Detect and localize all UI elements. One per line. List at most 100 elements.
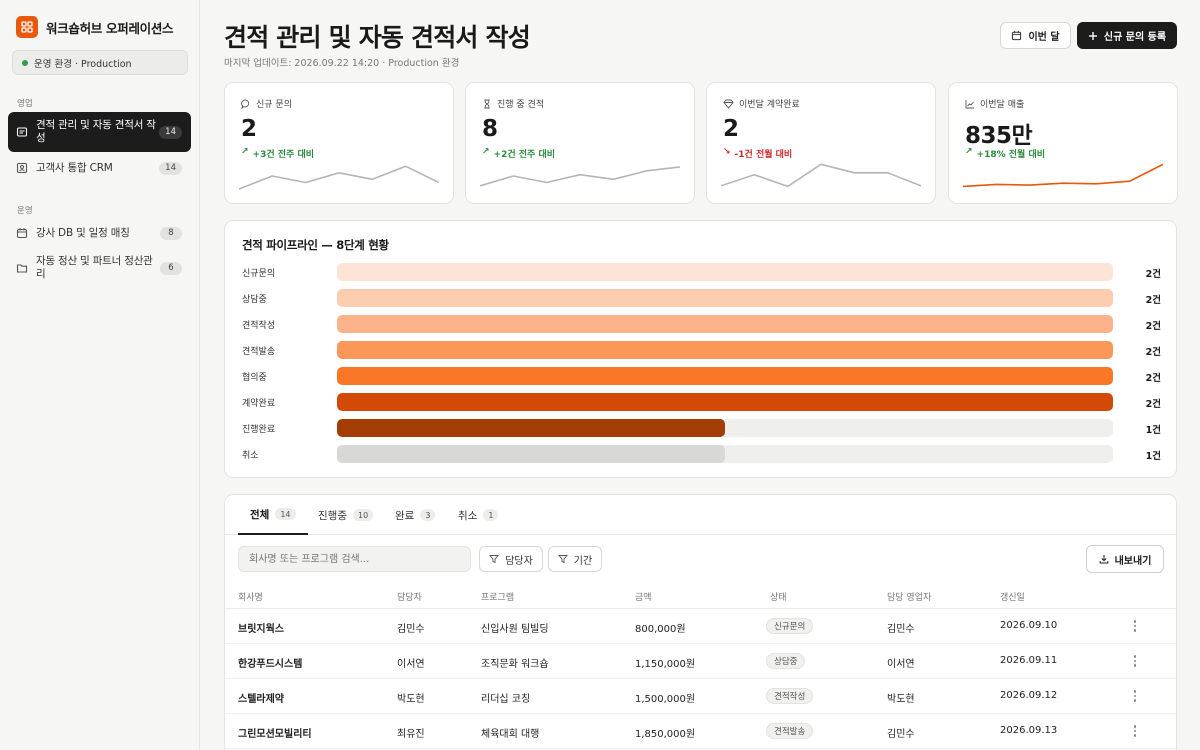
pipeline-stage-row[interactable]: 상담중 2건 <box>225 289 1178 307</box>
pipeline-stage-row[interactable]: 견적작성 2건 <box>225 315 1178 333</box>
column-header-company[interactable]: 회사명 <box>238 593 263 603</box>
stat-card-revenue-this-month[interactable]: 이번달 매출 835만 ↗ +18% 전월 대비 <box>948 82 1178 204</box>
table-row[interactable]: 스텔라제약 박도현 리더십 코칭 1,500,000원 박도현 2026.09.12 견적작… <box>225 679 1176 714</box>
environment-label: 운영 환경 · Production <box>34 58 132 70</box>
tab-all[interactable]: 전체 14 <box>238 495 308 535</box>
tab-count: 3 <box>420 509 436 521</box>
this-month-button[interactable]: 이번 달 <box>1000 22 1071 49</box>
this-month-label: 이번 달 <box>1028 32 1060 43</box>
pipeline-stage-row[interactable]: 견적발송 2건 <box>225 341 1178 359</box>
stat-card-contracts-this-month[interactable]: 이번달 계약완료 2 ↘ -1건 전월 대비 <box>706 82 936 204</box>
column-header-amount[interactable]: 금액 <box>635 593 652 603</box>
column-header-program[interactable]: 프로그램 <box>481 593 515 603</box>
pipeline-stage-track <box>337 367 1113 385</box>
tab-cancelled[interactable]: 취소 1 <box>458 495 499 535</box>
calendar-icon <box>1012 30 1022 41</box>
new-inquiry-button[interactable]: 신규 문의 등록 <box>1077 22 1177 49</box>
pipeline-stage-label: 견적작성 <box>242 321 276 331</box>
row-more-icon[interactable] <box>1131 618 1139 634</box>
cell-amount: 800,000원 <box>635 624 686 635</box>
pipeline-stage-row[interactable]: 협의중 2건 <box>225 367 1178 385</box>
pipeline-stage-row[interactable]: 취소 1건 <box>225 445 1178 463</box>
brand[interactable]: 워크숍허브 오퍼레이션스 <box>16 16 174 38</box>
section-label-operations: 운영 <box>17 206 33 216</box>
table-row[interactable]: 한강푸드시스템 이서연 조직문화 워크숍 1,150,000원 이서연 2026.09.1… <box>225 644 1176 679</box>
pipeline-title: 견적 파이프라인 — 8단계 현황 <box>242 238 389 252</box>
sidebar-item-label: 자동 정산 및 파트너 정산관리 <box>36 255 153 280</box>
filter-icon <box>489 555 500 564</box>
folder-icon <box>8 262 36 274</box>
tab-in-progress[interactable]: 진행중 10 <box>318 495 374 535</box>
pipeline-stage-bar <box>337 315 1113 333</box>
stat-value: 2 <box>241 116 257 142</box>
hourglass-icon <box>484 99 490 108</box>
pipeline-stage-row[interactable]: 신규문의 2건 <box>225 263 1178 281</box>
row-more-icon[interactable] <box>1131 688 1139 704</box>
column-header-status[interactable]: 상태 <box>770 593 787 603</box>
pipeline-stage-label: 계약완료 <box>242 399 276 409</box>
pipeline-stage-track <box>337 289 1113 307</box>
status-dot-icon <box>22 59 28 66</box>
sidebar-item-settlement[interactable]: 자동 정산 및 파트너 정산관리 6 <box>8 252 191 284</box>
cell-amount: 1,150,000원 <box>635 659 696 670</box>
cell-contact: 최유진 <box>397 729 425 740</box>
owner-filter-button[interactable]: 담당자 <box>479 546 543 572</box>
owner-filter-label: 담당자 <box>505 555 533 567</box>
sidebar-item-label: 견적 관리 및 자동 견적서 작성 <box>36 119 156 144</box>
column-header-sales-owner[interactable]: 담당 영업자 <box>887 593 932 603</box>
stat-delta-text: +18% 전월 대비 <box>976 150 1046 160</box>
period-filter-button[interactable]: 기간 <box>548 546 602 572</box>
row-more-icon[interactable] <box>1131 653 1139 669</box>
sparkline-path <box>480 166 680 187</box>
sidebar-item-label: 강사 DB 및 일정 매칭 <box>36 226 130 239</box>
stat-header: 이번달 계약완료 <box>723 97 800 110</box>
pipeline-stage-count: 2건 <box>1145 399 1161 410</box>
stat-label: 이번달 계약완료 <box>739 100 800 110</box>
pipeline-stage-row[interactable]: 진행완료 1건 <box>225 419 1178 437</box>
brand-name: 워크숍허브 오퍼레이션스 <box>46 20 174 36</box>
stat-card-new-inquiries[interactable]: 신규 문의 2 ↗ +3건 전주 대비 <box>224 82 454 204</box>
sidebar-item-instructors[interactable]: 강사 DB 및 일정 매칭 8 <box>8 222 191 244</box>
cell-sales-owner: 박도현 <box>887 694 915 705</box>
search-input[interactable] <box>238 546 471 572</box>
pipeline-stage-label: 상담중 <box>242 295 267 305</box>
sidebar-item-crm[interactable]: 고객사 통합 CRM 14 <box>8 157 191 179</box>
quote-doc-icon <box>8 126 36 138</box>
column-header-contact[interactable]: 담당자 <box>397 593 422 603</box>
row-more-icon[interactable] <box>1131 723 1139 739</box>
cell-program: 리더십 코칭 <box>481 694 531 705</box>
tab-label: 완료 <box>395 509 415 522</box>
pipeline-stage-count: 2건 <box>1145 295 1161 306</box>
column-header-updated[interactable]: 갱신일 <box>1000 593 1025 603</box>
calendar-icon <box>8 227 36 239</box>
brand-logo-icon <box>16 16 38 38</box>
pipeline-stage-track <box>337 315 1113 333</box>
cell-updated: 2026.09.12 <box>1000 690 1058 701</box>
sidebar-item-quotes[interactable]: 견적 관리 및 자동 견적서 작성 14 <box>8 112 191 152</box>
new-inquiry-label: 신규 문의 등록 <box>1103 32 1167 43</box>
stat-card-quotes-in-progress[interactable]: 진행 중 견적 8 ↗ +2건 전주 대비 <box>465 82 695 204</box>
table-row[interactable]: 그린모션모빌리티 최유진 체육대회 대행 1,850,000원 김민수 2026.09.1… <box>225 714 1176 749</box>
stat-label: 이번달 매출 <box>980 100 1025 110</box>
tab-label: 전체 <box>250 508 270 521</box>
cell-contact: 이서연 <box>397 659 425 670</box>
export-button[interactable]: 내보내기 <box>1086 545 1164 573</box>
pipeline-stage-track <box>337 445 1113 463</box>
trend-up-icon: ↗ <box>965 147 973 157</box>
environment-selector[interactable]: 운영 환경 · Production <box>12 50 188 75</box>
trend-down-icon: ↘ <box>723 147 731 157</box>
status-badge: 견적작성 <box>766 688 814 704</box>
cell-company: 스텔라제약 <box>238 694 284 705</box>
pipeline-stage-bar <box>337 419 725 437</box>
status-tabs: 전체 14 진행중 10 완료 3 취소 1 <box>225 495 1176 535</box>
quote-pipeline-card: 견적 파이프라인 — 8단계 현황 신규문의 2건 상담중 2건 견적작성 2건 견적발송 2… <box>224 220 1177 478</box>
pipeline-stage-row[interactable]: 계약완료 2건 <box>225 393 1178 411</box>
sparkline-path <box>239 165 439 190</box>
tab-completed[interactable]: 완료 3 <box>395 495 436 535</box>
table-row[interactable]: 브릿지웍스 김민수 신입사원 팀빌딩 800,000원 김민수 2026.09.10 신규문… <box>225 609 1176 644</box>
tab-label: 취소 <box>458 509 478 522</box>
stat-delta-text: -1건 전월 대비 <box>734 150 793 160</box>
cell-amount: 1,850,000원 <box>635 729 696 740</box>
period-filter-label: 기간 <box>573 555 593 567</box>
pipeline-stage-label: 견적발송 <box>242 347 276 357</box>
